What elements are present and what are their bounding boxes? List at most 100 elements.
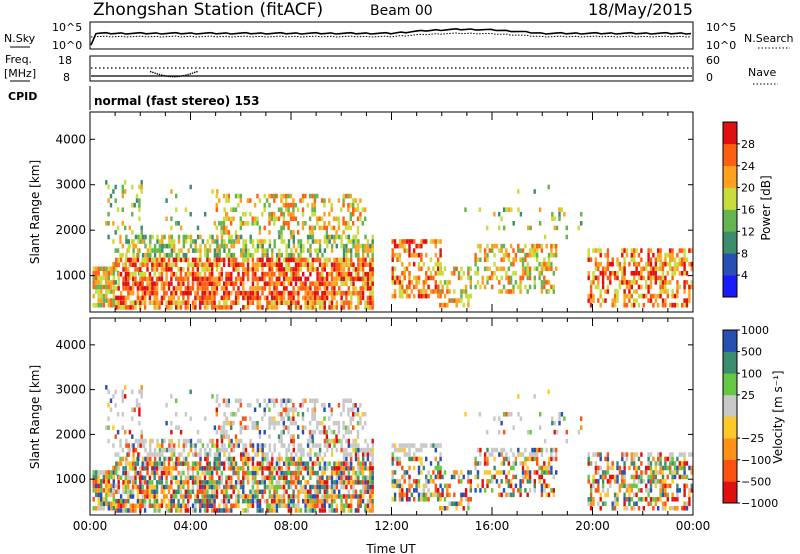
velocity-cell [297, 443, 300, 448]
power-cell [611, 261, 614, 267]
velocity-cell [206, 456, 209, 462]
power-cell [107, 234, 110, 240]
power-cell [555, 266, 558, 272]
velocity-cell [141, 466, 144, 471]
velocity-cell [170, 475, 173, 481]
power-cell [321, 271, 324, 277]
power-cell [661, 275, 665, 281]
power-cell [191, 281, 195, 286]
power-cell [398, 257, 402, 262]
velocity-cell [335, 508, 338, 513]
power-cell [203, 305, 207, 310]
power-cell [115, 286, 118, 291]
velocity-cell [323, 503, 326, 509]
velocity-cell [681, 452, 684, 457]
power-cell [453, 289, 456, 294]
power-cell [119, 239, 122, 244]
power-cell [151, 262, 154, 267]
power-cell [275, 300, 279, 305]
power-cell [547, 252, 551, 258]
power-cell [270, 271, 274, 277]
velocity-cell [330, 480, 334, 485]
power-cell [294, 267, 298, 272]
power-cell [242, 243, 245, 249]
velocity-heatmap-cells [92, 385, 693, 513]
power-cell [191, 267, 195, 272]
power-cell [364, 305, 367, 310]
power-cell [161, 239, 164, 244]
velocity-cell [234, 434, 238, 439]
power-cell [647, 271, 650, 276]
velocity-cell [175, 456, 178, 462]
velocity-cell [323, 498, 326, 504]
velocity-cell [425, 443, 428, 448]
velocity-cell [165, 503, 168, 509]
noise-left-tick-top: 10^5 [52, 21, 82, 34]
power-cell [623, 257, 626, 262]
velocity-cell [306, 494, 310, 499]
power-cell [318, 271, 322, 277]
velocity-cell [292, 461, 295, 466]
power-cell [342, 216, 345, 222]
velocity-cell [333, 494, 336, 499]
velocity-cell [664, 506, 667, 511]
velocity-cell [657, 470, 660, 475]
velocity-cell [637, 456, 641, 462]
power-cell [132, 252, 135, 258]
power-cell [502, 225, 506, 231]
velocity-cell [628, 501, 631, 507]
power-cell [151, 276, 154, 282]
power-cell [318, 248, 322, 253]
velocity-cell [558, 416, 561, 421]
power-cell [408, 275, 411, 281]
velocity-cell [597, 479, 600, 484]
power-cell [249, 234, 252, 240]
power-cell [524, 266, 527, 272]
power-cell [131, 239, 134, 244]
velocity-cell [361, 489, 365, 495]
power-cell [342, 281, 346, 286]
power-cell [175, 262, 178, 267]
velocity-cell [173, 452, 176, 457]
velocity-cell [292, 470, 295, 476]
velocity-cell [592, 497, 595, 502]
power-cell [124, 305, 128, 310]
power-cell [275, 193, 278, 199]
velocity-cell [364, 438, 367, 444]
power-cell [282, 271, 286, 277]
power-cell [294, 257, 298, 263]
velocity-cell [122, 480, 125, 485]
power-cell [295, 248, 298, 253]
power-cell [199, 300, 202, 305]
power-cell [436, 284, 440, 290]
power-cell [521, 248, 525, 253]
power-cell [168, 234, 171, 240]
power-cell [361, 281, 365, 286]
velocity-cell [287, 416, 290, 421]
power-cell [95, 280, 98, 285]
power-cell [227, 290, 231, 296]
power-cell [306, 234, 310, 240]
power-cell [512, 284, 515, 290]
velocity-cell [175, 489, 178, 495]
velocity-cell [369, 484, 372, 490]
velocity-cell [302, 461, 305, 466]
power-cell [297, 257, 300, 263]
power-cell [254, 267, 257, 272]
velocity-cell [311, 461, 314, 466]
power-cell [297, 271, 300, 277]
velocity-cell [282, 470, 286, 476]
power-cell [364, 216, 367, 222]
power-cell [540, 280, 544, 285]
power-cell [102, 298, 105, 303]
power-cell [685, 298, 689, 303]
power-cell [350, 252, 353, 258]
velocity-cell [196, 466, 199, 471]
velocity-cell [326, 443, 329, 448]
velocity-cell [330, 489, 334, 495]
velocity-cell [359, 498, 362, 504]
power-cell [275, 216, 278, 222]
power-cell [417, 243, 421, 249]
power-cell [357, 257, 360, 263]
power-cell [401, 243, 404, 249]
